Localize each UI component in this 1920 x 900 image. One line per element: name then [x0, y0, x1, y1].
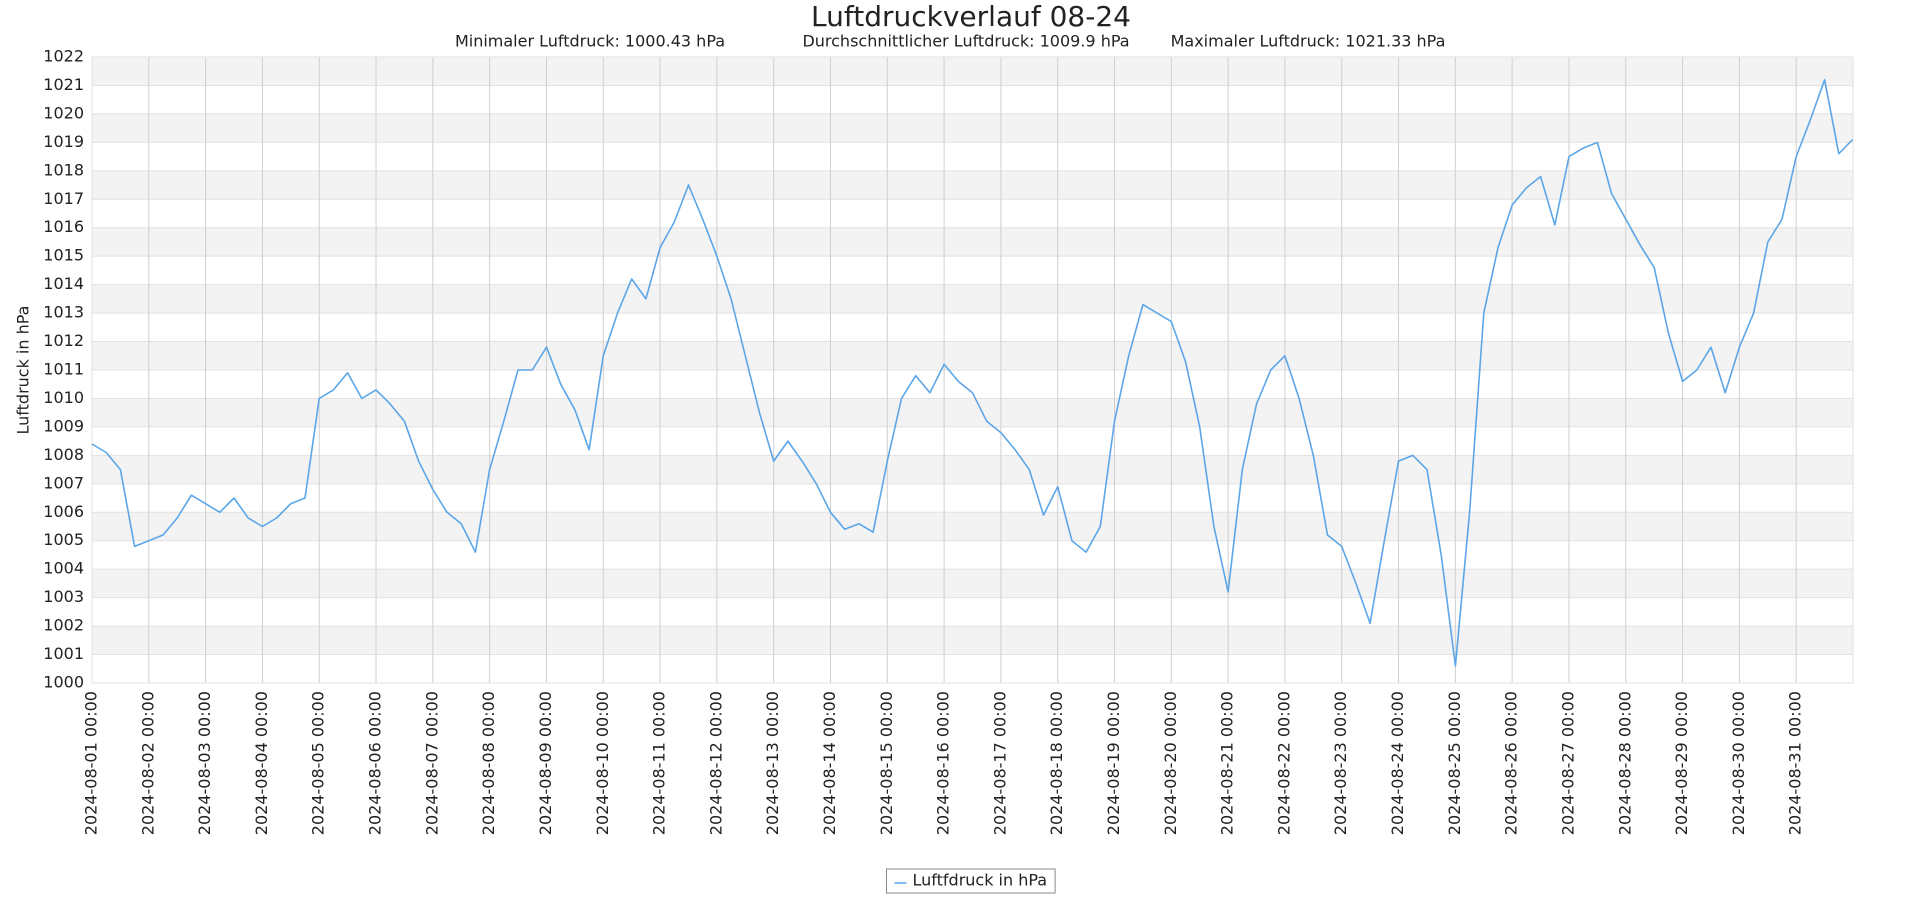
x-tick-label: 2024-08-09 00:00 — [536, 691, 555, 835]
x-tick-label: 2024-08-20 00:00 — [1161, 691, 1180, 835]
x-tick-label: 2024-08-11 00:00 — [650, 691, 669, 835]
x-tick-label: 2024-08-31 00:00 — [1786, 691, 1805, 835]
x-tick-label: 2024-08-26 00:00 — [1502, 691, 1521, 835]
y-tick-label: 1021 — [43, 75, 84, 94]
legend-box — [886, 868, 1056, 894]
x-tick-label: 2024-08-05 00:00 — [309, 691, 328, 835]
grid-band — [92, 455, 1853, 484]
subtitle: Maximaler Luftdruck: 1021.33 hPa — [1171, 32, 1446, 51]
x-tick-label: 2024-08-30 00:00 — [1729, 691, 1748, 835]
y-tick-label: 1017 — [43, 189, 84, 208]
y-tick-label: 1012 — [43, 331, 84, 350]
grid-band — [92, 512, 1853, 541]
x-tick-label: 2024-08-02 00:00 — [138, 691, 157, 835]
y-tick-label: 1000 — [43, 673, 84, 692]
x-tick-label: 2024-08-23 00:00 — [1331, 691, 1350, 835]
chart-title: Luftdruckverlauf 08-24 — [811, 0, 1131, 33]
x-tick-label: 2024-08-18 00:00 — [1047, 691, 1066, 835]
x-tick-label: 2024-08-24 00:00 — [1388, 691, 1407, 835]
grid-band — [92, 57, 1853, 86]
x-tick-label: 2024-08-17 00:00 — [990, 691, 1009, 835]
grid-band — [92, 626, 1853, 655]
legend: Luftfdruck in hPa — [886, 868, 1056, 894]
x-tick-label: 2024-08-08 00:00 — [479, 691, 498, 835]
x-tick-label: 2024-08-10 00:00 — [593, 691, 612, 835]
grid-band — [92, 284, 1853, 314]
y-tick-label: 1002 — [43, 616, 84, 635]
y-tick-label: 1010 — [43, 388, 84, 407]
y-tick-label: 1008 — [43, 445, 84, 464]
y-tick-label: 1015 — [43, 246, 84, 265]
x-tick-label: 2024-08-27 00:00 — [1558, 691, 1577, 835]
grid-band — [92, 569, 1853, 598]
x-tick-label: 2024-08-01 00:00 — [82, 691, 101, 835]
x-tick-label: 2024-08-03 00:00 — [195, 691, 214, 835]
grid-band — [92, 113, 1853, 143]
y-tick-label: 1022 — [43, 47, 84, 66]
y-tick-label: 1018 — [43, 160, 84, 179]
y-tick-label: 1009 — [43, 416, 84, 435]
x-tick-label: 2024-08-12 00:00 — [706, 691, 725, 835]
y-tick-label: 1014 — [43, 274, 84, 293]
subtitle: Durchschnittlicher Luftdruck: 1009.9 hPa — [802, 32, 1129, 51]
grid-band — [92, 341, 1853, 370]
legend-label: Luftfdruck in hPa — [913, 871, 1048, 890]
plot-border — [91, 56, 1854, 684]
grid-band — [92, 398, 1853, 427]
subtitle: Minimaler Luftdruck: 1000.43 hPa — [455, 32, 725, 51]
y-tick-label: 1016 — [43, 217, 84, 236]
x-tick-label: 2024-08-29 00:00 — [1672, 691, 1691, 835]
x-tick-label: 2024-08-25 00:00 — [1445, 691, 1464, 835]
y-tick-label: 1004 — [43, 559, 84, 578]
y-tick-label: 1001 — [43, 644, 84, 663]
x-tick-label: 2024-08-21 00:00 — [1218, 691, 1237, 835]
x-tick-label: 2024-08-14 00:00 — [820, 691, 839, 835]
x-tick-label: 2024-08-22 00:00 — [1274, 691, 1293, 835]
x-tick-label: 2024-08-19 00:00 — [1104, 691, 1123, 835]
x-tick-label: 2024-08-06 00:00 — [366, 691, 385, 835]
y-axis-label: Luftdruck in hPa — [14, 306, 33, 435]
x-tick-label: 2024-08-15 00:00 — [877, 691, 896, 835]
y-tick-label: 1019 — [43, 132, 84, 151]
data-line — [91, 79, 1854, 667]
y-tick-label: 1011 — [43, 360, 84, 379]
y-tick-label: 1005 — [43, 530, 84, 549]
grid-band — [92, 227, 1853, 257]
x-tick-label: 2024-08-04 00:00 — [252, 691, 271, 835]
y-tick-label: 1020 — [43, 103, 84, 122]
y-tick-label: 1013 — [43, 303, 84, 322]
y-tick-label: 1003 — [43, 587, 84, 606]
grid-band — [92, 170, 1853, 200]
y-tick-label: 1007 — [43, 473, 84, 492]
x-tick-label: 2024-08-28 00:00 — [1615, 691, 1634, 835]
x-tick-label: 2024-08-07 00:00 — [422, 691, 441, 835]
x-tick-label: 2024-08-13 00:00 — [763, 691, 782, 835]
y-tick-label: 1006 — [43, 502, 84, 521]
x-tick-label: 2024-08-16 00:00 — [934, 691, 953, 835]
